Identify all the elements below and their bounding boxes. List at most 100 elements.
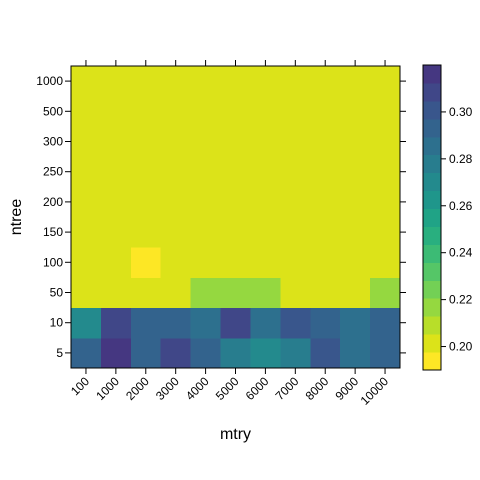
heatmap-cell: [220, 337, 251, 369]
x-tick-label: 3000: [153, 374, 182, 403]
x-tick-label: 4000: [183, 374, 212, 403]
heatmap-cell: [370, 277, 401, 309]
colorbar-segment: [423, 244, 441, 263]
colorbar-tick-label: 0.28: [449, 152, 473, 166]
heatmap-cell: [280, 156, 311, 188]
heatmap-cell: [250, 337, 281, 369]
y-tick-label: 150: [43, 225, 63, 239]
heatmap-cell: [71, 247, 102, 278]
colorbar-frame: [422, 64, 442, 371]
heatmap-cell: [340, 337, 371, 369]
heatmap-cell: [190, 96, 222, 127]
colorbar-tick-label: 0.22: [449, 293, 473, 307]
heatmap-cell: [280, 277, 311, 309]
colorbar-segment: [423, 208, 441, 227]
heatmap-cell: [160, 277, 192, 309]
heatmap-cell: [160, 156, 192, 188]
colorbar-segment: [423, 136, 441, 156]
x-tick-label: 10000: [358, 374, 392, 408]
heatmap-cell: [310, 217, 341, 248]
heatmap-cell: [250, 277, 281, 309]
heatmap-cell: [250, 96, 281, 127]
heatmap-cell: [160, 247, 192, 278]
heatmap-cell: [190, 247, 222, 278]
heatmap-cell: [190, 217, 222, 248]
colorbar-tick-label: 0.24: [449, 246, 473, 260]
heatmap-cell: [220, 186, 251, 218]
heatmap-cell: [220, 277, 251, 309]
colorbar-segment: [423, 118, 441, 138]
heatmap-cell: [370, 126, 401, 158]
heatmap-cell: [370, 247, 401, 278]
heatmap-cell: [280, 247, 311, 278]
heatmap-cell: [280, 96, 311, 127]
heatmap-cell: [310, 277, 341, 309]
colorbar-tick-label: 0.30: [449, 105, 473, 119]
heatmap-cell: [160, 217, 192, 248]
heatmap-cell: [220, 307, 251, 339]
heatmap-cell: [370, 307, 401, 339]
heatmap-cell: [160, 337, 192, 369]
heatmap-cell: [100, 277, 132, 309]
heatmap-cell: [250, 217, 281, 248]
heatmap-cell: [250, 66, 281, 97]
heatmap-cell: [100, 337, 132, 369]
colorbar-tick-label: 0.20: [449, 340, 473, 354]
heatmap-cell: [190, 126, 222, 158]
heatmap-cell: [190, 186, 222, 218]
x-tick-label: 7000: [273, 374, 302, 403]
heatmap-cell: [71, 307, 102, 339]
heatmap-cell: [130, 277, 162, 309]
heatmap-cell: [340, 66, 371, 97]
colorbar-segment: [423, 172, 441, 192]
heatmap-cell: [71, 186, 102, 218]
heatmap-cell: [130, 156, 162, 188]
heatmap-cell: [190, 156, 222, 188]
heatmap-cell: [340, 126, 371, 158]
heatmap-cell: [370, 66, 401, 97]
colorbar-segment: [423, 154, 441, 174]
heatmap-cell: [130, 96, 162, 127]
heatmap-cell: [100, 307, 132, 339]
heatmap-cell: [310, 247, 341, 278]
heatmap-cell: [160, 307, 192, 339]
colorbar-segment: [423, 280, 441, 299]
heatmap-cell: [250, 126, 281, 158]
heatmap-cell: [71, 96, 102, 127]
x-tick-label: 100: [68, 374, 92, 398]
heatmap-cell: [370, 186, 401, 218]
heatmap-cell: [130, 337, 162, 369]
heatmap-cell: [130, 217, 162, 248]
x-tick-label: 2000: [123, 374, 152, 403]
x-tick-label: 6000: [243, 374, 272, 403]
heatmap-cell: [250, 156, 281, 188]
heatmap-cell: [71, 277, 102, 309]
heatmap-cell: [370, 96, 401, 127]
heatmap-cell: [370, 156, 401, 188]
x-tick-label: 5000: [213, 374, 242, 403]
y-tick-label: 5: [56, 346, 63, 360]
heatmap-cell: [340, 247, 371, 278]
y-tick-label: 300: [43, 135, 63, 149]
heatmap-cell: [340, 277, 371, 309]
x-tick-label: 1000: [93, 374, 122, 403]
heatmap-cell: [130, 126, 162, 158]
heatmap-cell: [160, 66, 192, 97]
heatmap-cell: [71, 337, 102, 369]
heatmap-cell: [160, 126, 192, 158]
heatmap-cell: [100, 156, 132, 188]
heatmap-cell: [340, 217, 371, 248]
heatmap-cell: [71, 126, 102, 158]
heatmap-cell: [250, 186, 281, 218]
heatmap-cell: [190, 277, 222, 309]
heatmap-cell: [250, 307, 281, 339]
heatmap-cell: [130, 307, 162, 339]
heatmap-cell: [100, 126, 132, 158]
heatmap-cell: [220, 217, 251, 248]
heatmap-cell: [280, 186, 311, 218]
heatmap-cell: [190, 307, 222, 339]
heatmap-cell: [370, 337, 401, 369]
heatmap-cell: [310, 186, 341, 218]
heatmap-cell: [310, 307, 341, 339]
